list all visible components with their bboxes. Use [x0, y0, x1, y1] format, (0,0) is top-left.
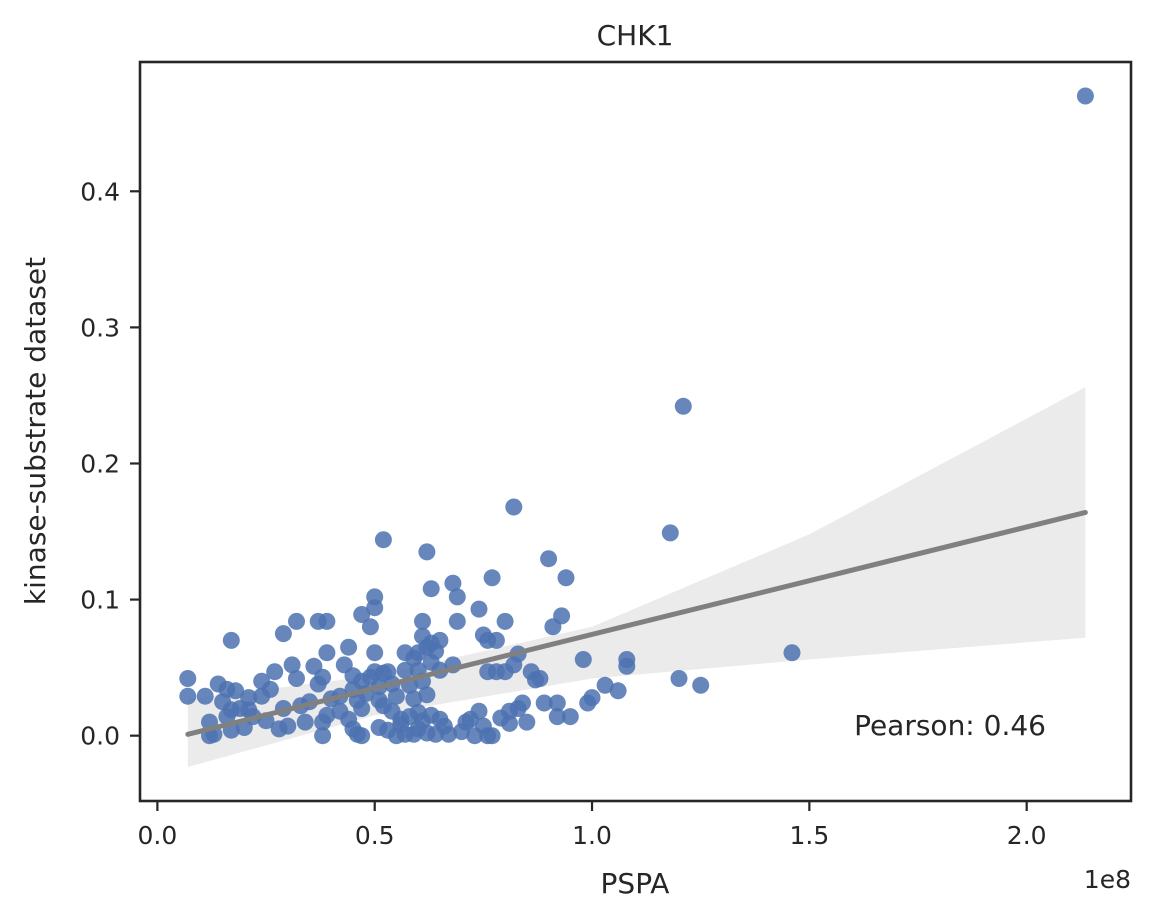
data-point — [531, 670, 549, 687]
x-tick-label: 2.0 — [1007, 821, 1047, 850]
data-point — [470, 600, 488, 618]
data-point — [374, 531, 392, 549]
data-point — [444, 574, 462, 592]
data-point — [553, 607, 571, 625]
data-point — [661, 524, 679, 542]
data-point — [505, 498, 523, 516]
y-tick-label: 0.4 — [80, 177, 120, 206]
data-point — [548, 694, 566, 712]
data-point — [448, 612, 466, 630]
data-point — [366, 644, 384, 662]
data-point — [240, 689, 258, 707]
data-point — [266, 663, 284, 681]
data-point — [387, 687, 405, 705]
data-point — [674, 397, 692, 415]
data-point — [279, 717, 297, 735]
data-point — [609, 682, 627, 700]
data-point — [483, 727, 501, 745]
pearson-annotation: Pearson: 0.46 — [854, 709, 1046, 742]
y-tick-label: 0.1 — [80, 586, 120, 615]
data-point — [361, 618, 379, 636]
data-point — [196, 687, 214, 705]
plot-frame — [138, 60, 1133, 803]
data-point — [261, 680, 279, 698]
data-point — [179, 670, 197, 687]
data-point — [514, 694, 531, 712]
x-axis-offset-label: 1e8 — [1084, 865, 1131, 894]
data-point — [518, 713, 536, 731]
x-tick-label: 1.5 — [789, 821, 829, 850]
data-point — [557, 569, 575, 587]
data-point — [501, 714, 518, 732]
y-tick-label: 0.0 — [80, 722, 120, 751]
data-point — [340, 638, 358, 656]
data-point — [283, 656, 301, 674]
data-point — [314, 668, 332, 686]
data-point — [405, 690, 423, 708]
y-tick-label: 0.2 — [80, 449, 120, 478]
data-point — [414, 612, 431, 630]
data-point — [583, 689, 601, 707]
data-point — [396, 661, 414, 679]
data-point — [483, 569, 501, 587]
data-point — [418, 543, 436, 561]
data-point — [431, 631, 449, 649]
data-point — [418, 686, 436, 704]
data-point — [574, 651, 592, 668]
data-point — [440, 725, 458, 743]
data-point — [288, 612, 305, 630]
x-tick-label: 0.5 — [355, 821, 395, 850]
data-point — [496, 612, 514, 630]
data-point — [561, 708, 579, 726]
data-point — [535, 694, 553, 712]
data-point — [487, 631, 505, 649]
chart-title: CHK1 — [597, 19, 674, 52]
points-layer — [179, 87, 1094, 745]
data-point — [274, 625, 292, 643]
data-point — [318, 644, 336, 662]
x-tick-label: 0.0 — [138, 821, 178, 850]
data-point — [296, 713, 314, 731]
data-point — [288, 670, 305, 687]
x-axis-ticks: 0.0 0.5 1.0 1.5 2.0 — [138, 801, 1047, 850]
data-point — [1076, 87, 1094, 105]
data-point — [318, 612, 336, 630]
y-axis-ticks: 0.0 0.1 0.2 0.3 0.4 — [80, 177, 140, 751]
regression-layer — [185, 509, 1088, 737]
data-point — [470, 702, 488, 720]
y-tick-label: 0.3 — [80, 313, 120, 342]
data-point — [692, 676, 710, 694]
data-point — [314, 727, 332, 745]
data-point — [353, 727, 371, 745]
data-point — [670, 670, 688, 687]
data-point — [448, 588, 466, 606]
data-point — [179, 687, 197, 705]
data-point — [596, 676, 614, 694]
data-point — [366, 599, 384, 617]
data-point — [548, 708, 566, 726]
data-point — [783, 644, 801, 662]
data-point — [222, 631, 240, 649]
data-point — [353, 606, 371, 623]
data-point — [227, 682, 245, 700]
data-point — [618, 657, 636, 675]
data-point — [318, 706, 336, 724]
x-axis-label: PSPA — [601, 867, 670, 900]
y-axis-label: kinase-substrate dataset — [19, 257, 52, 605]
data-point — [353, 700, 371, 717]
regression-line — [185, 509, 1088, 737]
data-point — [540, 550, 558, 568]
data-point — [422, 580, 440, 598]
x-tick-label: 1.0 — [572, 821, 612, 850]
